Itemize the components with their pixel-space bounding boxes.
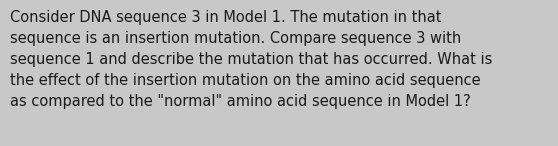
Text: Consider DNA sequence 3 in Model 1. The mutation in that
sequence is an insertio: Consider DNA sequence 3 in Model 1. The … [10, 10, 492, 109]
